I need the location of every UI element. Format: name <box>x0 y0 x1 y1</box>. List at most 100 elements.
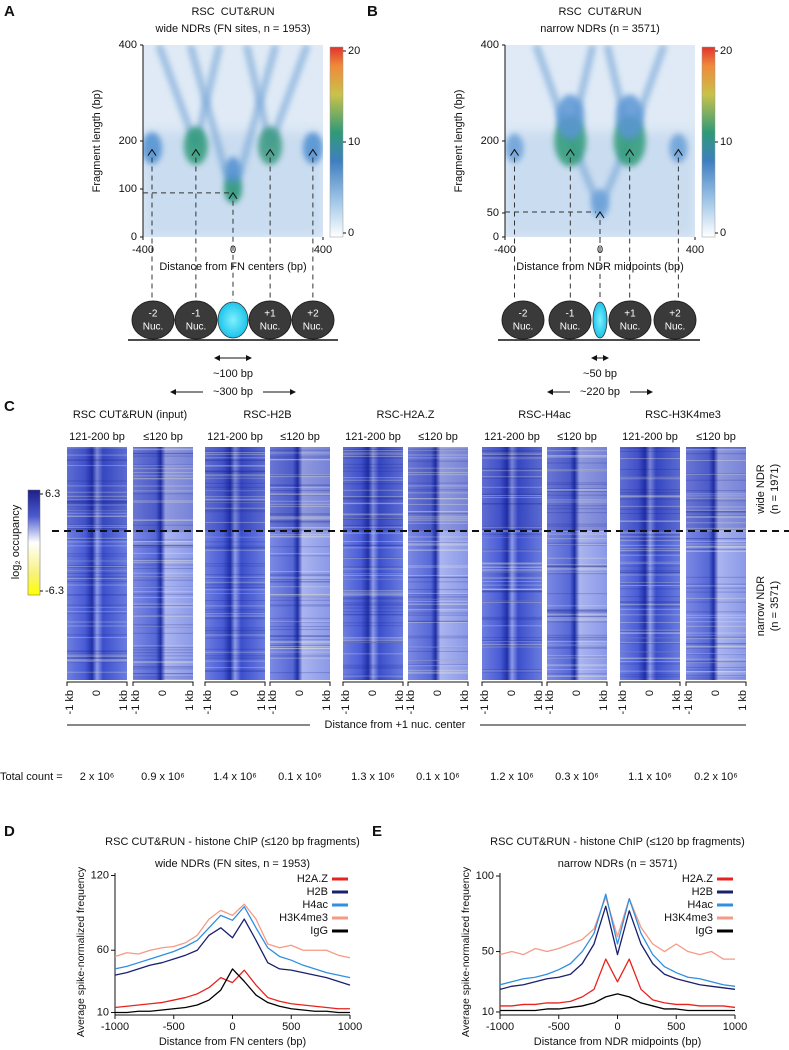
heatmap-row <box>686 509 746 511</box>
heatmap-shade <box>343 447 403 531</box>
legend-label: H3K4me3 <box>664 912 713 924</box>
heatmap-row <box>270 517 330 519</box>
heatmap-row <box>408 565 468 567</box>
heatmap-row <box>547 568 607 570</box>
heatmap-row <box>482 477 542 479</box>
heatmap-row <box>482 455 542 457</box>
series-line <box>499 896 735 960</box>
heatmap-row <box>343 496 403 498</box>
heatmap-row <box>343 675 403 677</box>
heatmap-row <box>408 659 468 661</box>
heatmap-row <box>686 587 746 589</box>
heatmap-row <box>270 573 330 575</box>
heatmap-row <box>270 581 330 583</box>
colorbar <box>329 46 344 238</box>
heatmap-row <box>620 601 680 603</box>
heatmap-row <box>270 474 330 476</box>
heatmap-row <box>343 532 403 534</box>
x-tick-label: 1000 <box>338 1021 362 1033</box>
x-tick-label: -1000 <box>101 1021 129 1033</box>
x-tick-label: -1 kb <box>64 690 76 714</box>
nucleosome-label: +1 <box>624 309 636 320</box>
row-group-n: (n = 3571) <box>769 581 781 631</box>
heatmap-row <box>133 606 193 608</box>
legend-label: H2A.Z <box>682 873 713 885</box>
heatmap-axis <box>132 681 194 686</box>
fragment-class: ≤120 bp <box>696 431 736 443</box>
legend-label: H2B <box>307 886 328 898</box>
heatmap-row <box>686 677 746 679</box>
series-line <box>114 903 351 959</box>
heatmap-row <box>547 508 607 510</box>
total-count: 0.2 x 10⁶ <box>694 771 738 783</box>
heatmap-row <box>343 566 403 568</box>
heatmap-row <box>133 561 193 563</box>
heatmap-row <box>270 635 330 637</box>
heatmap-row <box>686 511 746 513</box>
chart-subtitle: narrow NDRs (n = 3571) <box>558 858 678 870</box>
heatmap-row <box>67 465 127 467</box>
heatmap-row <box>343 574 403 576</box>
heatmap-row <box>620 447 680 449</box>
heatmap-row <box>408 536 468 538</box>
colorbar-tick-label: 10 <box>348 136 360 148</box>
nucleosome-label: Nuc. <box>143 322 164 333</box>
heatmap-row <box>408 635 468 637</box>
fragment-class: 121-200 bp <box>207 431 263 443</box>
heatmap-row <box>133 645 193 647</box>
heatmap-row <box>133 576 193 578</box>
heatmap-row <box>482 571 542 573</box>
heatmap-row <box>133 558 193 560</box>
ndr-particle <box>217 301 249 339</box>
heatmap-row <box>547 614 607 616</box>
heatmap-row <box>686 549 746 551</box>
heatmap-row <box>133 661 193 663</box>
heatmap-row <box>67 576 127 578</box>
heatmap-row <box>205 452 265 454</box>
heatmap-row <box>205 615 265 617</box>
heatmap-row <box>408 541 468 543</box>
heatmap-row <box>620 571 680 573</box>
peak-caret <box>191 148 201 156</box>
heatmap-row <box>547 482 607 484</box>
heatmap-shade <box>686 447 746 531</box>
heatmap-row <box>343 557 403 559</box>
heatmap-row <box>620 550 680 552</box>
heatmap-row <box>205 482 265 484</box>
heatmap-row <box>408 541 468 543</box>
heatmap-row <box>482 590 542 592</box>
heatmap-row <box>343 573 403 575</box>
heatmap-row <box>547 489 607 491</box>
heatmap-row <box>133 666 193 668</box>
x-tick-label: 0 <box>571 690 583 696</box>
heatmap-row <box>547 616 607 618</box>
series-line <box>500 958 736 1009</box>
heatmap-row <box>482 453 542 455</box>
heatmap-row <box>620 637 680 639</box>
heatmap-row <box>270 474 330 476</box>
x-tick-label: 0 <box>157 690 169 696</box>
heatmap-row <box>343 594 403 596</box>
heatmap-row <box>67 660 127 662</box>
x-tick-label: 1 kb <box>256 690 268 711</box>
x-tick-label: -1 kb <box>479 690 491 714</box>
heatmap-row <box>686 522 746 524</box>
heatmap-row <box>482 617 542 619</box>
heatmap-row <box>482 588 542 590</box>
heatmap-row <box>343 597 403 599</box>
row-group-n: (n = 1971) <box>769 464 781 514</box>
heatmap-row <box>67 480 127 482</box>
heatmap-row <box>133 646 193 648</box>
density-peak <box>591 189 609 218</box>
y-tick-label: 50 <box>487 207 499 219</box>
heatmap-row <box>343 604 403 606</box>
heatmap-row <box>482 645 542 647</box>
heatmap-row <box>686 583 746 585</box>
x-tick-label: 1 kb <box>118 690 130 711</box>
heatmap-row <box>547 571 607 573</box>
heatmap-row <box>270 553 330 555</box>
heatmap-axis <box>269 681 331 686</box>
legend-label: IgG <box>695 925 713 937</box>
heatmap-row <box>133 543 193 545</box>
heatmap-row <box>482 577 542 579</box>
